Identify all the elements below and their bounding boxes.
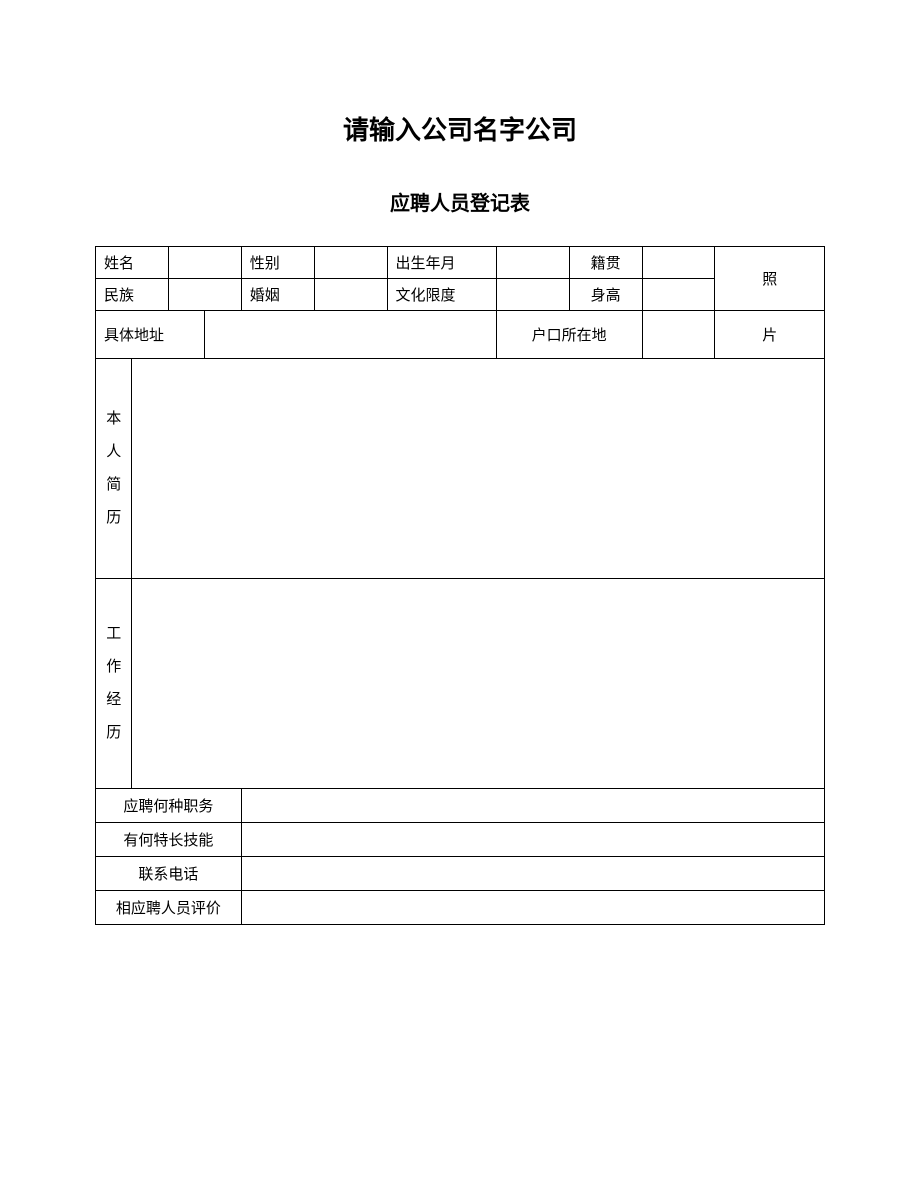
resume-value	[132, 359, 825, 579]
name-label: 姓名	[96, 247, 169, 279]
photo-cell-bottom: 片	[715, 311, 825, 359]
registration-table: 姓名 性别 出生年月 籍贯 照 民族 婚姻 文化限度 身高 具体地址 户口所在地	[95, 246, 825, 925]
ethnic-value	[168, 279, 241, 311]
table-row: 本 人 简 历	[96, 359, 825, 579]
table-row: 工 作 经 历	[96, 579, 825, 789]
table-row: 应聘何种职务	[96, 789, 825, 823]
ethnic-label: 民族	[96, 279, 169, 311]
company-title: 请输入公司名字公司	[95, 110, 825, 147]
workexp-label: 工 作 经 历	[96, 579, 132, 789]
marriage-label: 婚姻	[241, 279, 314, 311]
marriage-value	[314, 279, 387, 311]
resume-label: 本 人 简 历	[96, 359, 132, 579]
eval-label: 相应聘人员评价	[96, 891, 242, 925]
hukou-label: 户口所在地	[496, 311, 642, 359]
workexp-value	[132, 579, 825, 789]
resume-label-text: 本 人 简 历	[106, 403, 121, 535]
table-row: 联系电话	[96, 857, 825, 891]
table-row: 相应聘人员评价	[96, 891, 825, 925]
address-value	[205, 311, 497, 359]
hukou-value	[642, 311, 715, 359]
phone-label: 联系电话	[96, 857, 242, 891]
edu-value	[496, 279, 569, 311]
eval-value	[241, 891, 824, 925]
dob-label: 出生年月	[387, 247, 496, 279]
phone-value	[241, 857, 824, 891]
native-label: 籍贯	[569, 247, 642, 279]
height-label: 身高	[569, 279, 642, 311]
table-row: 具体地址 户口所在地 片	[96, 311, 825, 359]
edu-label: 文化限度	[387, 279, 496, 311]
form-subtitle: 应聘人员登记表	[95, 187, 825, 216]
table-row: 姓名 性别 出生年月 籍贯 照	[96, 247, 825, 279]
dob-value	[496, 247, 569, 279]
position-label: 应聘何种职务	[96, 789, 242, 823]
height-value	[642, 279, 715, 311]
skills-value	[241, 823, 824, 857]
gender-value	[314, 247, 387, 279]
workexp-label-text: 工 作 经 历	[106, 618, 121, 750]
native-value	[642, 247, 715, 279]
position-value	[241, 789, 824, 823]
table-row: 有何特长技能	[96, 823, 825, 857]
photo-cell-top: 照	[715, 247, 825, 311]
gender-label: 性别	[241, 247, 314, 279]
address-label: 具体地址	[96, 311, 205, 359]
name-value	[168, 247, 241, 279]
skills-label: 有何特长技能	[96, 823, 242, 857]
